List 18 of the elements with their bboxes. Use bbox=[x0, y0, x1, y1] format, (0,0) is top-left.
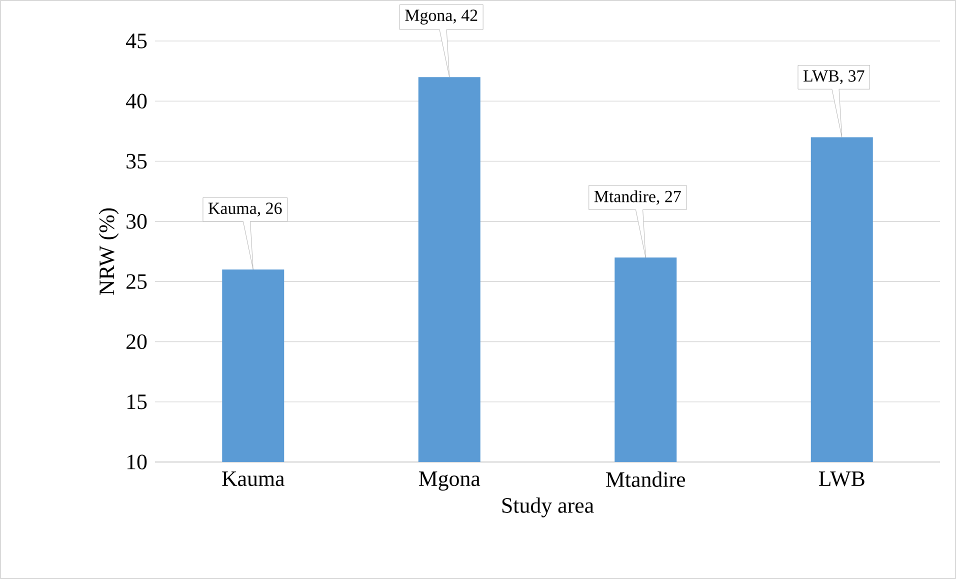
y-tick-label: 35 bbox=[126, 154, 147, 169]
y-tick-label: 45 bbox=[126, 34, 147, 48]
y-tick-label: 30 bbox=[126, 214, 147, 229]
data-label: Mgona, 42 bbox=[405, 10, 478, 25]
x-tick-label: Kauma bbox=[222, 472, 284, 486]
y-axis-title: NRW (%) bbox=[98, 208, 119, 296]
y-tick-label: 20 bbox=[126, 334, 147, 350]
data-label: LWB, 37 bbox=[803, 70, 864, 84]
y-tick-label: 25 bbox=[126, 274, 147, 289]
x-tick-label: LWB bbox=[818, 472, 864, 486]
x-tick-label: Mtandire bbox=[606, 472, 686, 487]
y-tick-label: 15 bbox=[127, 394, 147, 410]
x-tick-label: Mgona bbox=[418, 472, 480, 491]
y-tick-label: 10 bbox=[127, 454, 147, 470]
x-axis-title: Study area bbox=[502, 497, 594, 518]
data-label: Kauma, 26 bbox=[208, 202, 282, 216]
data-label: Mtandire, 27 bbox=[594, 190, 681, 205]
y-tick-label: 40 bbox=[126, 94, 147, 109]
